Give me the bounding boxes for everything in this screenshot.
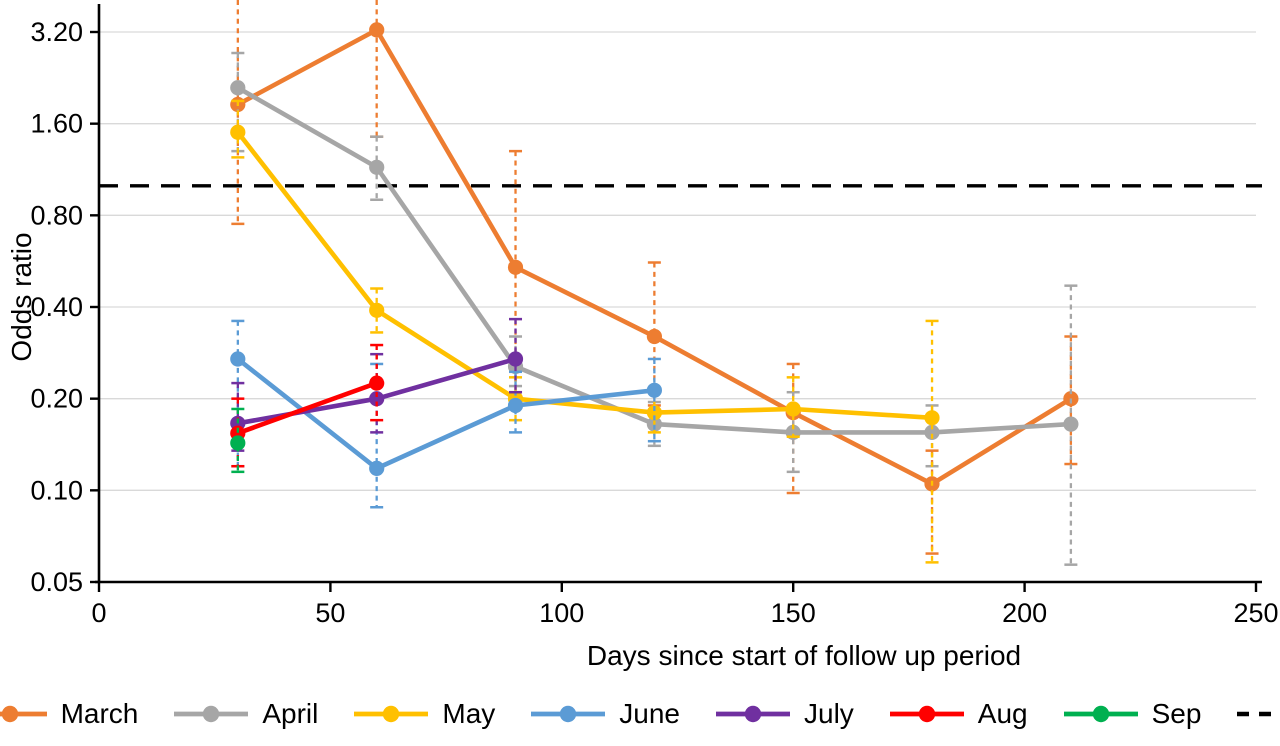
legend-label: Sep [1151,698,1202,729]
y-tick-label: 0.40 [30,292,83,322]
x-axis-title: Days since start of follow up period [586,640,1022,671]
data-marker [369,375,385,391]
data-marker [1063,416,1079,432]
legend-item-april: April [172,700,318,728]
legend-line-marker-icon [0,705,47,723]
data-marker [369,22,385,38]
data-marker [230,124,246,140]
y-tick-label: 0.10 [30,475,83,505]
data-marker [507,397,524,414]
data-marker [230,435,246,451]
data-marker [369,391,385,407]
legend-label: March [60,698,139,729]
y-tick-label: 0.20 [30,384,83,414]
legend-line-marker-icon [174,705,249,723]
legend-item-june: June [529,700,680,728]
data-marker [230,80,246,96]
legend-line-marker-icon [716,705,790,723]
x-tick-label: 150 [771,598,816,628]
legend-dashed-line-icon [1237,711,1280,717]
x-tick-label: 50 [315,598,345,628]
y-tick-label: 3.20 [30,17,83,47]
series-line [235,380,380,436]
legend-item-may: May [352,700,495,728]
legend-label: June [619,698,680,729]
legend-item-july: July [714,700,854,728]
legend-line-marker-icon [531,705,606,723]
data-marker [369,159,385,175]
data-marker [646,405,663,421]
legend-item-sep: Sep [1062,698,1202,729]
data-marker [785,401,801,417]
legend-line-marker-icon [354,705,429,723]
x-tick-label: 200 [1002,598,1047,628]
data-marker [369,302,385,318]
data-marker [369,460,385,476]
y-tick-label: 0.80 [30,200,83,230]
data-marker [646,382,663,398]
series-aug [230,343,385,468]
y-axis-title: Odds ratio [6,232,37,362]
data-marker [507,351,524,367]
series-april [230,51,1079,566]
data-marker [924,410,940,426]
legend-item-reference-dashed [1235,703,1280,725]
legend-item-aug: Aug [888,700,1028,728]
legend-label: Aug [977,698,1028,729]
x-tick-label: 250 [1233,598,1278,628]
series-line [235,356,657,471]
data-marker [924,424,940,440]
y-tick-label: 1.60 [30,109,83,139]
data-marker [507,259,524,275]
legend: March April May June July Aug Sep [0,700,1280,728]
series-march [230,0,1079,555]
x-tick-label: 0 [91,598,106,628]
series-sep [230,407,246,474]
data-marker [230,351,246,367]
legend-label: May [442,698,496,729]
legend-line-marker-icon [889,705,964,723]
legend-label: April [262,698,319,729]
x-tick-label: 100 [539,598,584,628]
legend-item-march: March [0,700,138,728]
data-marker [646,328,663,345]
series-june [230,319,663,509]
legend-label: July [804,698,854,729]
legend-line-marker-icon [1063,705,1138,723]
series-line [235,129,935,421]
y-tick-label: 0.05 [30,567,83,597]
plot-area-svg: 3.20 1.60 0.80 0.40 0.20 0.10 0.05 0 50 100 150 200… [30,0,1279,628]
series-may [230,99,940,564]
